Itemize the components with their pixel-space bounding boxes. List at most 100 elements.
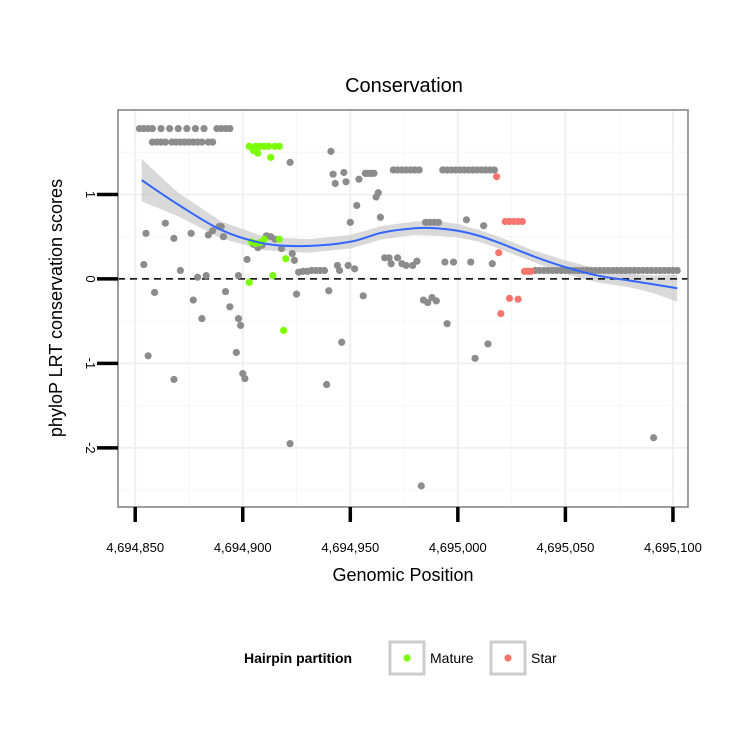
point-mature <box>254 149 262 157</box>
point-other <box>490 166 499 174</box>
point-other <box>232 348 240 357</box>
point-other <box>432 297 440 305</box>
point-other <box>209 138 217 146</box>
x-tick-label: 4,694,950 <box>321 540 379 555</box>
point-other <box>359 292 367 300</box>
legend-label: Mature <box>430 650 474 666</box>
point-other <box>176 266 184 275</box>
point-other <box>415 166 423 174</box>
point-other <box>394 254 402 262</box>
point-other <box>370 169 378 177</box>
smooth-line-layer <box>141 179 678 290</box>
point-other <box>402 261 410 270</box>
point-mature <box>282 255 290 263</box>
point-other <box>471 354 479 362</box>
point-mature <box>280 326 288 335</box>
point-other <box>443 320 451 328</box>
legend-title: Hairpin partition <box>244 650 352 666</box>
point-other <box>488 260 496 268</box>
y-axis-label: phyloP LRT conservation scores <box>46 179 66 437</box>
x-axis-label: Genomic Position <box>332 565 473 585</box>
point-other <box>329 170 337 178</box>
point-other <box>170 375 178 384</box>
point-other <box>424 298 432 307</box>
legend-item-star: Star <box>489 640 557 676</box>
point-other <box>376 213 385 221</box>
legend-label: Star <box>531 650 557 666</box>
point-other <box>144 352 152 360</box>
point-star <box>495 249 503 257</box>
point-other <box>198 315 206 323</box>
point-other <box>157 124 165 133</box>
point-other <box>340 168 348 177</box>
point-other <box>413 257 421 265</box>
point-star <box>505 294 514 302</box>
x-tick-label: 4,694,900 <box>214 540 272 555</box>
point-other <box>462 216 471 224</box>
point-star <box>518 217 526 226</box>
x-tick-label: 4,695,100 <box>644 540 702 555</box>
grid-lines <box>118 110 688 507</box>
point-other <box>191 124 200 133</box>
point-mature <box>260 235 268 243</box>
point-star <box>514 295 522 303</box>
point-other <box>385 254 393 262</box>
point-other <box>140 260 148 269</box>
point-other <box>277 244 286 253</box>
point-other <box>335 266 344 275</box>
point-other <box>325 287 333 295</box>
point-other <box>193 273 202 281</box>
y-tick-label: -2 <box>83 442 98 454</box>
point-other <box>434 218 443 226</box>
point-other <box>209 227 217 235</box>
x-tick-label: 4,694,850 <box>106 540 164 555</box>
point-other <box>288 249 296 258</box>
plot-panel <box>118 110 688 507</box>
point-other <box>189 296 197 304</box>
point-other <box>200 124 208 133</box>
point-other <box>183 124 191 133</box>
point-mature <box>275 235 283 243</box>
point-other <box>331 179 339 188</box>
point-other <box>241 375 249 383</box>
point-other <box>467 258 475 266</box>
point-other <box>219 233 227 241</box>
point-star <box>492 173 501 181</box>
point-other <box>292 290 301 298</box>
point-other <box>234 315 243 323</box>
point-other <box>449 258 458 266</box>
point-other <box>351 265 359 273</box>
point-mature <box>267 153 275 161</box>
point-other <box>286 158 294 166</box>
point-other <box>649 434 658 442</box>
point-other <box>342 178 350 186</box>
point-other <box>150 288 159 297</box>
point-other <box>387 260 395 268</box>
point-other <box>323 380 331 389</box>
point-other <box>344 261 352 270</box>
legend: Hairpin partition Mature Star <box>244 640 557 676</box>
point-other <box>327 147 335 155</box>
point-star <box>497 309 505 318</box>
point-star <box>527 267 535 275</box>
confidence-ribbon <box>141 158 678 302</box>
point-other <box>221 288 230 296</box>
y-tick-label: -1 <box>83 358 98 370</box>
point-other <box>166 124 174 133</box>
x-axis: 4,694,850 4,694,900 4,694,950 4,695,000 4,69… <box>106 507 702 555</box>
point-other <box>202 271 210 280</box>
point-other <box>346 218 354 226</box>
point-other <box>480 222 488 230</box>
point-other <box>484 340 492 348</box>
point-mature <box>264 142 273 150</box>
point-other <box>374 189 382 197</box>
point-other <box>286 440 294 448</box>
point-other <box>161 138 169 146</box>
point-other <box>187 229 195 237</box>
point-other <box>338 338 346 346</box>
point-other <box>161 219 169 227</box>
point-mature <box>245 278 253 286</box>
y-tick-label: 0 <box>83 275 98 282</box>
point-other <box>243 255 251 264</box>
